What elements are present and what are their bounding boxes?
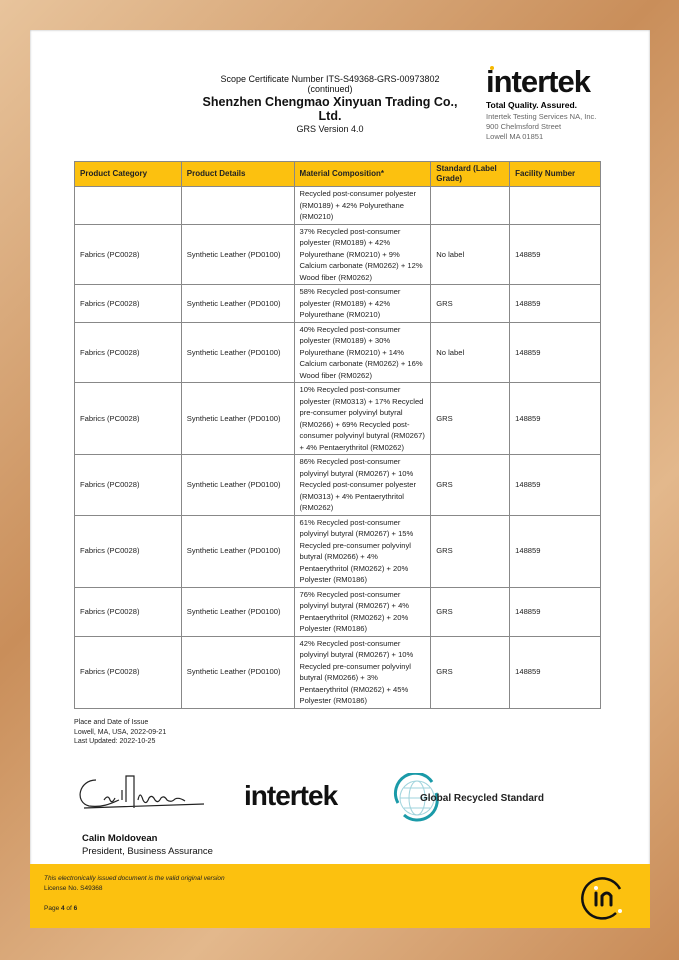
cell-material-composition: 61% Recycled post-consumer polyvinyl but…: [293, 514, 432, 588]
cell-product-category: Fabrics (PC0028): [74, 514, 182, 588]
cell-standard: GRS: [430, 454, 511, 516]
cell-material-composition: 42% Recycled post-consumer polyvinyl but…: [293, 635, 432, 709]
cell-standard: GRS: [430, 635, 511, 709]
signer: Calin Moldovean President, Business Assu…: [82, 832, 213, 858]
intertek-wordmark: intertek: [486, 64, 591, 99]
cell-product-category: Fabrics (PC0028): [74, 382, 182, 455]
intertek-logo: intertek Total Quality. Assured. Interte…: [486, 66, 596, 142]
cell-product-category: Fabrics (PC0028): [74, 223, 182, 285]
table-row: Fabrics (PC0028) Synthetic Leather (PD010…: [74, 586, 601, 637]
license-number: License No. S49368: [44, 885, 103, 892]
cell-product-category: Fabrics (PC0028): [74, 284, 182, 323]
grs-logo: Global Recycled Standard: [392, 773, 544, 823]
cell-facility-number: 148859: [509, 635, 601, 709]
cell-product-details: Synthetic Leather (PD0100): [180, 382, 295, 455]
cell-product-category: Fabrics (PC0028): [74, 454, 182, 516]
cell-material-composition: 76% Recycled post-consumer polyvinyl but…: [293, 586, 432, 637]
cell-product-details: Synthetic Leather (PD0100): [180, 514, 295, 588]
signer-name: Calin Moldovean: [82, 833, 158, 844]
address-line: 900 Chelmsford Street: [486, 122, 562, 131]
cell-material-composition: 58% Recycled post-consumer polyester (RM…: [293, 284, 432, 323]
page-number: Page 4 of 6: [44, 905, 78, 912]
certificate-header: Scope Certificate Number ITS-S49368-GRS-…: [200, 74, 460, 134]
cell-standard: No label: [430, 321, 511, 383]
scope-table: Product Category Product Details Materia…: [74, 161, 601, 709]
address-line: Lowell MA 01851: [486, 132, 544, 141]
signature: [79, 775, 205, 809]
issue-label: Place and Date of Issue: [74, 719, 149, 726]
table-header-row: Product Category Product Details Materia…: [74, 161, 601, 187]
address-line: Intertek Testing Services NA, Inc.: [486, 112, 597, 121]
cell-product-category: [74, 186, 182, 225]
cell-standard: GRS: [430, 382, 511, 455]
table-row: Fabrics (PC0028) Synthetic Leather (PD010…: [74, 454, 601, 516]
issue-place-date: Lowell, MA, USA, 2022-09-21: [74, 728, 167, 736]
cell-facility-number: 148859: [509, 382, 601, 455]
issue-info: Place and Date of Issue Lowell, MA, USA,…: [74, 718, 166, 747]
cell-product-details: [180, 186, 295, 225]
cell-facility-number: 148859: [509, 454, 601, 516]
cell-facility-number: 148859: [509, 514, 601, 588]
table-row: Fabrics (PC0028) Synthetic Leather (PD010…: [74, 284, 601, 323]
footer-band: This electronically issued document is t…: [30, 864, 650, 928]
table-row: Fabrics (PC0028) Synthetic Leather (PD010…: [74, 223, 601, 285]
intertek-logo-center: intertek: [244, 780, 338, 811]
table-row: Recycled post-consumer polyester (RM0189…: [74, 186, 601, 225]
globe-recycle-icon: [393, 773, 439, 822]
table-row: Fabrics (PC0028) Synthetic Leather (PD010…: [74, 514, 601, 588]
grs-logo-text: Global Recycled Standard: [420, 792, 544, 804]
cell-product-details: Synthetic Leather (PD0100): [180, 321, 295, 383]
cell-material-composition: 40% Recycled post-consumer polyester (RM…: [293, 321, 432, 383]
grs-version: GRS Version 4.0: [296, 124, 364, 134]
col-product-category: Product Category: [74, 161, 182, 187]
col-facility-number: Facility Number: [509, 161, 601, 187]
cell-product-category: Fabrics (PC0028): [74, 586, 182, 637]
company-name: Shenzhen Chengmao Xinyuan Trading Co., L…: [202, 95, 458, 123]
cell-material-composition: 86% Recycled post-consumer polyvinyl but…: [293, 454, 432, 516]
signer-title: President, Business Assurance: [82, 846, 213, 857]
cell-facility-number: 148859: [509, 586, 601, 637]
cell-product-details: Synthetic Leather (PD0100): [180, 223, 295, 285]
cell-facility-number: [509, 186, 601, 225]
certificate-page: Scope Certificate Number ITS-S49368-GRS-…: [30, 30, 650, 928]
tagline: Total Quality. Assured.: [486, 100, 577, 110]
cell-facility-number: 148859: [509, 223, 601, 285]
cell-product-details: Synthetic Leather (PD0100): [180, 284, 295, 323]
cell-material-composition: 10% Recycled post-consumer polyester (RM…: [293, 382, 432, 455]
table-row: Fabrics (PC0028) Synthetic Leather (PD010…: [74, 635, 601, 709]
cell-standard: GRS: [430, 284, 511, 323]
cell-material-composition: 37% Recycled post-consumer polyester (RM…: [293, 223, 432, 285]
cell-product-details: Synthetic Leather (PD0100): [180, 635, 295, 709]
address: Intertek Testing Services NA, Inc. 900 C…: [486, 112, 596, 142]
cell-standard: GRS: [430, 514, 511, 588]
cell-standard: No label: [430, 223, 511, 285]
table-row: Fabrics (PC0028) Synthetic Leather (PD010…: [74, 321, 601, 383]
cell-product-details: Synthetic Leather (PD0100): [180, 454, 295, 516]
col-material-composition: Material Composition*: [293, 161, 432, 187]
last-updated: Last Updated: 2022-10-25: [74, 738, 156, 745]
cell-facility-number: 148859: [509, 321, 601, 383]
cell-standard: GRS: [430, 586, 511, 637]
cell-product-category: Fabrics (PC0028): [74, 321, 182, 383]
cell-facility-number: 148859: [509, 284, 601, 323]
col-product-details: Product Details: [180, 161, 295, 187]
cell-standard: [430, 186, 511, 225]
cell-product-category: Fabrics (PC0028): [74, 635, 182, 709]
intertek-in-icon: [581, 877, 622, 920]
scope-certificate-number: Scope Certificate Number ITS-S49368-GRS-…: [220, 74, 440, 94]
table-row: Fabrics (PC0028) Synthetic Leather (PD010…: [74, 382, 601, 455]
col-standard: Standard (Label Grade): [430, 161, 511, 187]
cell-material-composition: Recycled post-consumer polyester (RM0189…: [293, 186, 432, 225]
cell-product-details: Synthetic Leather (PD0100): [180, 586, 295, 637]
validity-note: This electronically issued document is t…: [44, 875, 225, 882]
